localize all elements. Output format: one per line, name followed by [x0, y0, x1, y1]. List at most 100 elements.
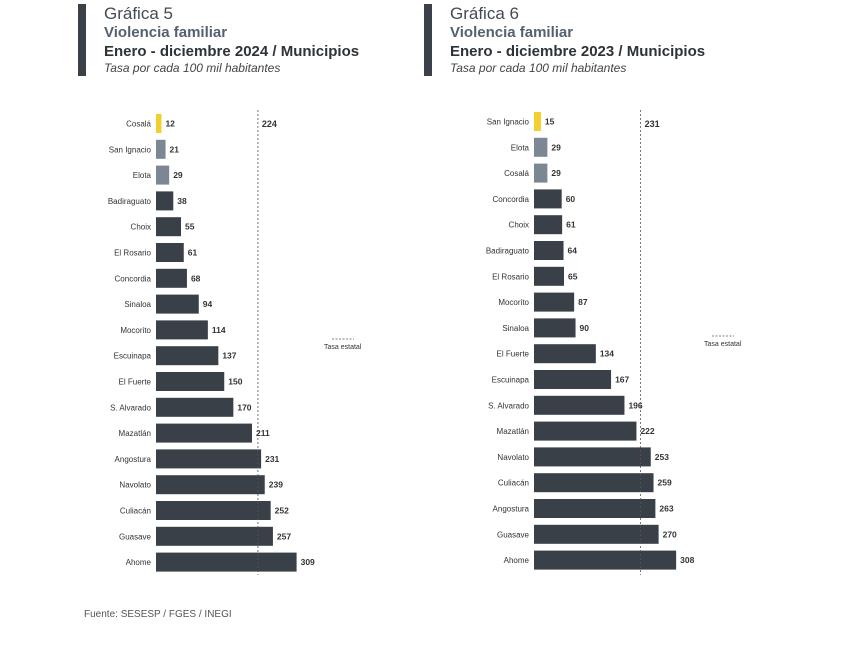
bar [156, 423, 253, 443]
value-label: 114 [212, 325, 226, 335]
chart-note: Tasa por cada 100 mil habitantes [104, 61, 281, 75]
bar-chart-2023: San Ignacio 15 Elota 29 Cosalá 29 Concordia 60 C… [486, 110, 742, 575]
value-label: 270 [663, 529, 677, 539]
category-label: Sinaloa [124, 300, 151, 309]
bar-chart-2024: Cosalá 12 San Ignacio 21 Elota 29 Badiraguato 3… [108, 110, 362, 575]
category-label: San Ignacio [109, 145, 152, 154]
category-label: Navolato [119, 481, 151, 490]
value-label: 167 [615, 375, 629, 385]
value-label: 94 [203, 299, 213, 309]
value-label: 90 [580, 323, 590, 333]
bar [156, 552, 297, 572]
category-label: Mazatlán [497, 427, 529, 436]
category-label: Guasave [119, 532, 152, 541]
value-label: 38 [177, 196, 187, 206]
category-label: Mocorito [120, 326, 151, 335]
bar [534, 163, 548, 183]
chart-title: Violencia familiar [450, 24, 574, 41]
bar [156, 268, 187, 288]
value-label: 134 [600, 349, 614, 359]
bar [534, 215, 563, 235]
value-label: 60 [566, 194, 576, 204]
value-label: 137 [222, 351, 236, 361]
value-label: 12 [165, 119, 175, 129]
value-label: 15 [545, 117, 555, 127]
bar [534, 550, 677, 570]
bar [534, 137, 548, 157]
bar [534, 447, 651, 467]
category-label: Mazatlán [119, 429, 151, 438]
bar [156, 294, 199, 314]
category-label: Ahome [504, 556, 530, 565]
category-label: Mocorito [498, 298, 529, 307]
category-label: San Ignacio [487, 118, 530, 127]
bar [534, 189, 562, 209]
value-label: 21 [170, 144, 180, 154]
bar [156, 165, 170, 185]
category-label: Choix [131, 223, 151, 232]
value-label: 253 [655, 452, 669, 462]
bar [156, 372, 225, 391]
value-label: 263 [659, 504, 673, 514]
bar [534, 395, 625, 415]
source-note: Fuente: SESESP / FGES / INEGI [84, 609, 232, 620]
category-label: El Rosario [114, 249, 151, 258]
bar [156, 139, 166, 159]
category-label: Choix [509, 221, 529, 230]
category-label: Guasave [497, 530, 530, 539]
category-label: Culiacán [498, 479, 529, 488]
category-label: S. Alvarado [488, 401, 529, 410]
bar [156, 501, 271, 520]
bar [534, 370, 612, 389]
category-label: Elota [133, 171, 152, 180]
category-label: Escuinapa [492, 376, 530, 385]
value-label: 29 [551, 168, 561, 178]
bar [156, 217, 182, 237]
category-label: Concordia [115, 274, 152, 283]
reference-value-label: 224 [262, 119, 277, 129]
chart-header-2023: Gráfica 6 Violencia familiar Enero - dic… [424, 4, 705, 76]
value-label: 222 [640, 426, 654, 436]
category-label: Badiraguato [108, 197, 152, 206]
reference-value-label: 231 [645, 119, 660, 129]
bar [156, 346, 219, 366]
value-label: 68 [191, 273, 201, 283]
category-label: El Fuerte [119, 378, 152, 387]
bar [534, 473, 654, 493]
bar [156, 114, 162, 133]
category-label: Sinaloa [502, 324, 529, 333]
value-label: 61 [188, 248, 198, 258]
value-label: 55 [185, 222, 195, 232]
bar [534, 344, 596, 364]
value-label: 239 [269, 480, 283, 490]
bar [534, 499, 656, 518]
category-label: Ahome [126, 558, 152, 567]
bar [534, 266, 564, 286]
chart-title: Violencia familiar [104, 24, 228, 41]
category-label: S. Alvarado [110, 403, 151, 412]
chart-number: Gráfica 5 [104, 4, 173, 23]
category-label: Culiacán [120, 507, 151, 516]
value-label: 150 [228, 377, 242, 387]
bar [534, 318, 576, 338]
value-label: 309 [301, 557, 315, 567]
bar [156, 320, 208, 340]
value-label: 211 [256, 428, 270, 438]
value-label: 65 [568, 271, 578, 281]
bar [534, 241, 564, 260]
bar [156, 475, 265, 495]
chart-subtitle: Enero - diciembre 2023 / Municipios [450, 43, 706, 60]
value-label: 231 [265, 454, 279, 464]
category-label: Cosalá [126, 120, 151, 129]
chart-number: Gráfica 6 [450, 4, 519, 23]
category-label: Elota [511, 143, 530, 152]
category-label: Badiraguato [486, 247, 530, 256]
bar [156, 526, 273, 546]
bar [534, 524, 659, 544]
bar [534, 112, 541, 131]
value-label: 29 [173, 170, 183, 180]
category-label: Angostura [493, 505, 530, 514]
bar [156, 191, 174, 211]
bar [534, 292, 575, 312]
chart-panel-2024: Gráfica 5 Violencia familiar Enero - dic… [0, 0, 420, 590]
